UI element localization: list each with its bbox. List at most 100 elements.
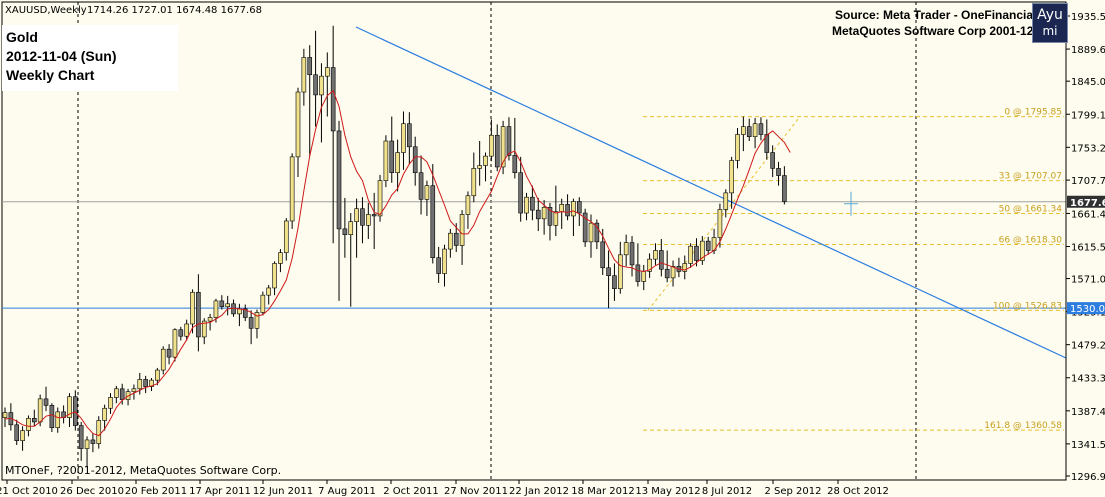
candle-body [248, 317, 254, 329]
candle-body [612, 275, 617, 289]
candle-body [506, 126, 512, 156]
candle-body [741, 126, 746, 135]
candle-body [172, 329, 178, 358]
candle-body [594, 222, 600, 243]
candle-body [430, 185, 436, 259]
candle-body [108, 397, 113, 409]
candle-body [489, 134, 494, 157]
candle-body [512, 155, 518, 174]
x-tick-label: 8 Jul 2012 [702, 486, 752, 497]
candle-body [283, 220, 289, 253]
fib-diagonal [647, 116, 801, 311]
candle-body [20, 430, 25, 441]
candle-body [313, 74, 318, 96]
x-tick-label: 2 Oct 2011 [383, 486, 438, 497]
candle-body [67, 396, 72, 418]
candle-body [242, 308, 248, 318]
source-line-1: Source: Meta Trader - OneFinancial [835, 8, 1037, 22]
ayumi-logo: Ayu mi [1032, 3, 1068, 43]
candle-body [752, 123, 758, 137]
candle-body [84, 439, 90, 449]
candle-body [272, 263, 277, 289]
candle-body [43, 398, 49, 406]
x-tick-label: 28 Oct 2012 [827, 486, 889, 497]
candle-body [700, 240, 705, 261]
current-price-label: 1677.68 [1070, 198, 1105, 209]
candle-body [764, 134, 770, 153]
y-tick-label: 1889.65 [1071, 45, 1105, 56]
candle-body [588, 222, 594, 243]
candle-body [442, 248, 447, 274]
x-tick-label: 13 May 2012 [635, 486, 700, 497]
candle-body [26, 418, 31, 431]
candle-body [401, 123, 406, 153]
candle-body [459, 214, 465, 246]
x-tick-label: 22 Jan 2012 [509, 486, 569, 497]
candle-body [119, 388, 125, 400]
candle-body [389, 140, 395, 174]
y-tick-label: 1433.35 [1071, 374, 1105, 385]
y-tick-label: 1571.05 [1071, 275, 1105, 286]
candle-body [319, 75, 324, 96]
chart-title-instrument: Gold [6, 29, 38, 45]
candle-body [448, 232, 453, 250]
x-tick-label: 17 Apr 2011 [189, 486, 251, 497]
candle-body [395, 152, 400, 174]
candle-body [664, 268, 670, 279]
x-tick-label: 18 Mar 2012 [571, 486, 634, 497]
candle-body [360, 208, 365, 226]
candle-body [782, 175, 787, 202]
candle-body [412, 146, 418, 174]
candle-body [670, 266, 676, 279]
candle-body [758, 123, 764, 135]
fib-level-label: 50 @ 1661.34 [999, 205, 1063, 215]
candle-body [746, 126, 752, 137]
candle-body [237, 308, 242, 315]
candle-body [541, 206, 547, 220]
candle-body [723, 192, 729, 210]
y-tick-label: 1845.05 [1071, 77, 1105, 88]
candle-body [207, 317, 213, 322]
candle-body [623, 242, 629, 256]
candle-body [770, 152, 775, 169]
candle-body [225, 303, 230, 307]
candle-body [705, 240, 711, 251]
moving-average-line [4, 89, 791, 437]
x-tick-label: 26 Dec 2010 [60, 486, 124, 497]
y-tick-label: 1935.55 [1071, 12, 1105, 23]
logo-text-bottom: mi [1042, 24, 1058, 38]
candle-body [213, 300, 219, 318]
candle-body [201, 320, 207, 338]
y-tick-label: 1799.15 [1071, 110, 1105, 121]
support-level-label: 1530.00 [1070, 304, 1105, 315]
candle-body [131, 388, 137, 392]
candle-body [453, 232, 459, 246]
candle-body [535, 209, 541, 220]
support-level-tag [1067, 302, 1105, 315]
symbol-info: XAUUSD,Weekly [5, 5, 87, 16]
candle-body [776, 168, 781, 176]
y-tick-label: 1341.55 [1071, 440, 1105, 451]
candle-body [260, 294, 266, 313]
candle-body [571, 201, 576, 217]
copyright-text: MTOneF, ?2001-2012, MetaQuotes Software … [5, 464, 281, 477]
candle-body [407, 123, 412, 148]
candle-body [565, 204, 570, 217]
candle-body [137, 379, 143, 390]
candle-body [31, 418, 37, 423]
candle-body [635, 264, 641, 282]
candle-body [688, 245, 693, 264]
chart-title-timeframe: Weekly Chart [6, 67, 95, 83]
candle-body [295, 91, 301, 158]
fib-level-label: 0 @ 1795.85 [1004, 108, 1062, 118]
candle-body [659, 250, 664, 270]
candle-body [289, 156, 295, 222]
fib-level-label: 66 @ 1618.30 [999, 236, 1063, 246]
x-tick-label: 20 Feb 2011 [125, 486, 187, 497]
candle-body [348, 221, 354, 235]
ohlc-values: 1714.26 1727.01 1674.48 1677.68 [87, 5, 262, 16]
chart-title-date: 2012-11-04 (Sun) [6, 48, 117, 64]
candle-body [424, 185, 430, 200]
